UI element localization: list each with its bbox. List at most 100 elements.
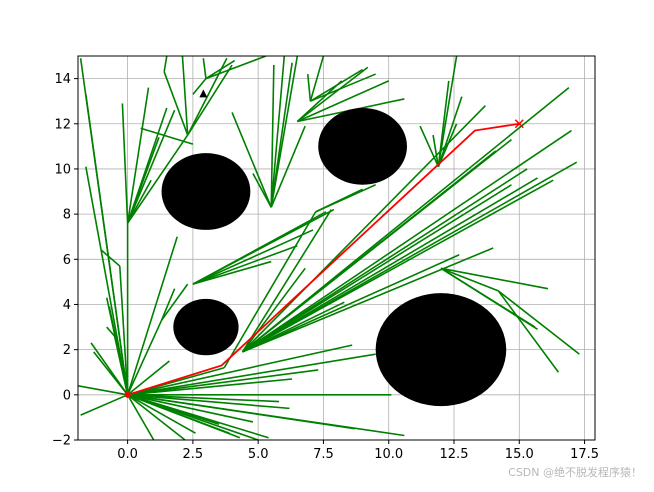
tree-edge [126, 107, 168, 224]
y-tick-label: 0 [63, 388, 71, 403]
tree-edge [223, 211, 317, 369]
tree-edge [440, 267, 536, 328]
tree-edge [113, 335, 129, 395]
tree-edge [270, 56, 299, 208]
tree-edge [192, 229, 314, 285]
tree-edge [127, 369, 319, 396]
tree-edge [309, 68, 364, 102]
y-tick-label: 4 [63, 298, 71, 313]
tree-edge [241, 209, 332, 353]
tree-edge [127, 394, 196, 434]
x-tick-label: 10.0 [374, 447, 403, 462]
tree-edge [315, 184, 376, 213]
x-tick-label: 12.5 [440, 447, 469, 462]
axis-ticks: 0.0 2.5 5.0 7.5 10.0 12.5 15.0 17.5 −2 0 2 4 6 8 10 12 1… [52, 72, 599, 462]
tree-edge [242, 168, 528, 353]
tree-edge [419, 125, 440, 168]
tree-edge [127, 378, 293, 396]
tree-edge [127, 360, 170, 396]
tree-edge [100, 249, 121, 267]
tree-edge [127, 394, 280, 403]
tree-edge [242, 247, 494, 353]
tree-edge [242, 129, 572, 353]
tree-edge [440, 267, 549, 290]
tree-edge [127, 394, 269, 439]
tree-edge [252, 173, 272, 208]
tree-edge [163, 71, 189, 136]
obstacle [161, 153, 251, 230]
y-tick-label: 8 [63, 208, 71, 223]
tree-edge [106, 326, 116, 337]
tree-edge [192, 78, 207, 95]
tree-edge [192, 260, 272, 285]
tree-edge [310, 73, 376, 102]
tree-edge [242, 161, 578, 353]
tree-edge [437, 96, 463, 167]
tree-edge [202, 58, 207, 79]
tree-edge [205, 56, 267, 80]
tree-edge [296, 66, 369, 123]
x-tick-label: 7.5 [313, 447, 334, 462]
tree-edge [270, 56, 286, 208]
tree-edge [126, 109, 176, 224]
goal-point [514, 119, 524, 129]
tree-edge [205, 59, 236, 80]
tree-edge [126, 236, 178, 396]
tree-edge [297, 80, 390, 123]
triangle-marker [199, 89, 208, 98]
tree-edge [121, 103, 129, 224]
tree-edge [186, 64, 233, 136]
tree-edge [437, 123, 458, 167]
tree-edge [127, 344, 353, 396]
plot-area [78, 56, 580, 440]
obstacle [318, 107, 407, 185]
y-tick-label: −2 [52, 434, 71, 449]
y-tick-label: 14 [54, 72, 71, 87]
y-tick-label: 10 [54, 162, 71, 177]
tree-edge [242, 150, 497, 353]
tree-edge [242, 254, 460, 353]
tree-edge [497, 290, 560, 373]
y-tick-label: 12 [54, 117, 71, 132]
tree-edge [160, 288, 176, 321]
tree-edge [242, 184, 512, 353]
tree-edge [192, 208, 335, 285]
obstacle [375, 293, 507, 407]
tree-edge [78, 385, 128, 396]
tree-edge [126, 87, 150, 224]
tree-edge [270, 65, 275, 208]
x-tick-label: 2.5 [183, 447, 204, 462]
tree-edge [80, 394, 128, 416]
tree-edge [497, 290, 580, 355]
tree-edge [127, 394, 259, 440]
tree-edge [126, 319, 163, 396]
x-tick-label: 0.0 [117, 447, 138, 462]
tree-edge [231, 112, 272, 208]
obstacle [173, 298, 239, 356]
tree-edge [140, 127, 194, 145]
start-point [124, 391, 131, 398]
axes-frame [77, 55, 596, 441]
tree-edge [160, 283, 189, 321]
tree-edge [242, 177, 538, 353]
tree-edge [432, 134, 440, 167]
tree-edge [93, 351, 129, 396]
x-tick-label: 5.0 [248, 447, 269, 462]
tree-edge [270, 125, 306, 208]
tree-edge [127, 394, 254, 423]
tree-edge [241, 267, 306, 353]
tree-edge [309, 56, 325, 102]
tree-edge [127, 394, 290, 410]
tree-edge [440, 267, 499, 292]
watermark: CSDN @绝不脱发程序猿！ [508, 466, 642, 479]
tree-edge [192, 244, 298, 285]
tree-edge [85, 166, 129, 395]
tree-edge [126, 394, 155, 440]
tree-edge [79, 58, 129, 395]
tree-edge [127, 394, 186, 440]
tree-edge [163, 56, 168, 72]
path-line [127, 122, 520, 396]
y-tick-label: 6 [63, 253, 71, 268]
tree-edge [181, 56, 189, 136]
